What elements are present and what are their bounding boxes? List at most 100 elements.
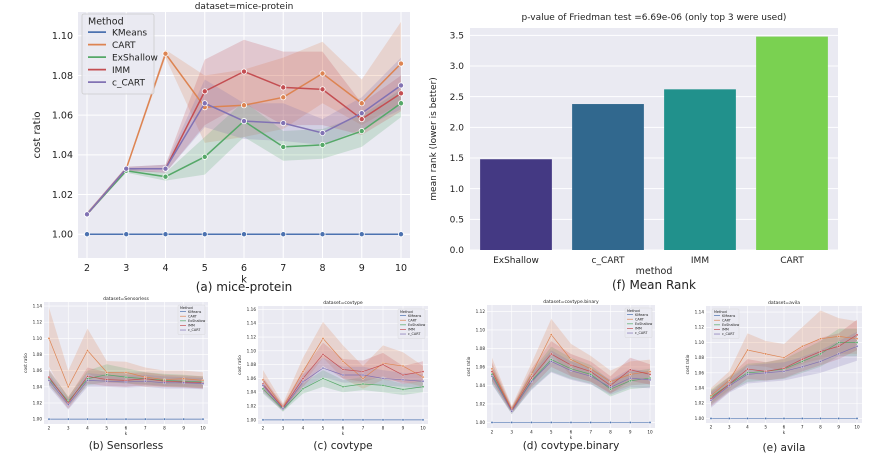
- data-point-CART: [800, 344, 804, 348]
- legend-title: Method: [400, 310, 413, 314]
- y-tick-label: 1.00: [52, 230, 73, 241]
- data-point-KMeans: [162, 231, 169, 238]
- legend-label: ExShallow: [112, 53, 158, 63]
- legend-label: IMM: [112, 66, 130, 76]
- data-point-ExShallow: [401, 388, 405, 391]
- data-point-ExShallow: [361, 382, 365, 386]
- y-tick-label: 1.16: [247, 307, 257, 312]
- x-tick-label: 5: [202, 263, 208, 274]
- chart-panel-c: 1.00 1.02 1.04 1.06 1.08 1.10 1.12 1.14 1.16 2 3 4 5…: [237, 300, 428, 452]
- data-point-c_CART: [105, 379, 109, 383]
- y-tick-label: 1.12: [695, 325, 705, 330]
- confidence-band-c_CART: [87, 57, 401, 215]
- data-point-c_CART: [510, 410, 514, 413]
- x-tick-label: 5: [764, 425, 767, 430]
- chart-panel-b: 1.00 1.02 1.04 1.06 1.08 1.10 1.12 1.14 2 3 4 5 6 7 8 9…: [23, 296, 208, 452]
- confidence-band-CART: [49, 307, 203, 402]
- x-tick-label: 6: [125, 426, 128, 431]
- data-point-IMM: [201, 88, 208, 95]
- legend-label: CART: [112, 41, 136, 51]
- y-tick-label: 1.04: [476, 383, 486, 388]
- data-point-CART: [855, 337, 859, 340]
- x-tick-label: 6: [570, 430, 573, 435]
- data-point-CART: [321, 337, 325, 340]
- data-point-KMeans: [746, 417, 749, 420]
- data-point-KMeans: [261, 418, 265, 422]
- x-axis-label: k: [125, 431, 128, 436]
- x-tick-label: 10: [395, 263, 407, 274]
- subfigure-caption: (a) mice-protein: [196, 280, 293, 294]
- data-point-ExShallow: [837, 341, 841, 344]
- data-point-ExShallow: [201, 153, 208, 160]
- bar-IMM: [664, 89, 736, 251]
- data-point-ExShallow: [301, 387, 305, 391]
- x-tick-label: 9: [182, 426, 185, 431]
- x-axis-label: method: [636, 266, 673, 277]
- x-tick-label: 8: [319, 263, 325, 274]
- x-tick-label: 7: [144, 426, 147, 431]
- data-point-KMeans: [280, 231, 287, 238]
- x-tick-label: 5: [105, 426, 108, 431]
- data-point-CART: [530, 373, 533, 376]
- y-tick-label: 1.5: [450, 154, 464, 164]
- data-point-ExShallow: [261, 387, 265, 391]
- x-tick-label: 5: [550, 430, 553, 435]
- data-point-KMeans: [301, 418, 305, 422]
- data-point-ExShallow: [855, 341, 859, 344]
- y-axis-label: cost ratio: [23, 353, 28, 373]
- legend-box: [624, 307, 653, 338]
- y-axis-label: mean rank (lower is better): [429, 77, 439, 200]
- data-point-CART: [837, 335, 841, 338]
- data-point-CART: [589, 367, 593, 371]
- data-point-c_CART: [589, 374, 593, 378]
- data-point-IMM: [361, 370, 365, 373]
- y-tick-label: 1.02: [247, 404, 257, 409]
- x-tick-label: 4: [302, 426, 305, 431]
- data-point-IMM: [143, 377, 147, 381]
- data-point-IMM: [341, 368, 345, 371]
- legend-label: KMeans: [722, 314, 735, 318]
- subfigure-caption: (c) covtype: [313, 440, 372, 452]
- x-axis-label: k: [783, 430, 786, 435]
- y-tick-label: 1.04: [247, 390, 257, 395]
- data-point-CART: [66, 385, 70, 389]
- data-point-KMeans: [358, 231, 365, 238]
- subfigure-caption: (b) Sensorless: [89, 440, 164, 452]
- legend-label: CART: [635, 317, 645, 321]
- data-point-c_CART: [280, 120, 287, 127]
- chart-title: dataset=Sensorless: [103, 296, 149, 302]
- data-point-IMM: [240, 68, 247, 75]
- y-tick-label: 1.12: [33, 320, 43, 325]
- data-point-KMeans: [240, 231, 247, 238]
- data-point-KMeans: [66, 417, 70, 421]
- data-point-KMeans: [123, 231, 130, 238]
- data-point-ExShallow: [800, 360, 804, 363]
- chart-panel-d: 1.00 1.02 1.04 1.06 1.08 1.10 1.12 2 3 4 5 6 7 8 9 10 da…: [466, 299, 655, 452]
- data-point-c_CART: [47, 379, 51, 382]
- data-point-CART: [609, 380, 612, 384]
- data-point-ExShallow: [381, 384, 385, 387]
- data-point-KMeans: [490, 421, 494, 424]
- x-tick-label: 5: [322, 426, 325, 431]
- data-point-c_CART: [549, 360, 553, 363]
- confidence-band-c_CART: [492, 350, 650, 415]
- data-point-ExShallow: [628, 379, 632, 383]
- data-point-KMeans: [549, 421, 553, 424]
- data-point-KMeans: [182, 417, 186, 421]
- x-tick-label: 4: [162, 263, 168, 274]
- y-tick-label: 1.08: [476, 346, 486, 351]
- y-tick-label: 1.10: [33, 336, 43, 341]
- x-tick-label: 4: [530, 430, 533, 435]
- y-tick-label: 1.02: [33, 400, 43, 405]
- data-point-CART: [397, 60, 404, 67]
- data-point-KMeans: [837, 417, 841, 420]
- data-point-c_CART: [358, 110, 365, 117]
- data-point-IMM: [401, 373, 405, 377]
- data-point-c_CART: [421, 379, 425, 383]
- data-point-KMeans: [819, 417, 822, 420]
- y-tick-label: 1.08: [33, 352, 43, 357]
- legend-box: [711, 308, 740, 339]
- data-point-c_CART: [490, 374, 494, 378]
- legend-label: c_CART: [722, 332, 735, 336]
- legend-label: CART: [188, 314, 198, 318]
